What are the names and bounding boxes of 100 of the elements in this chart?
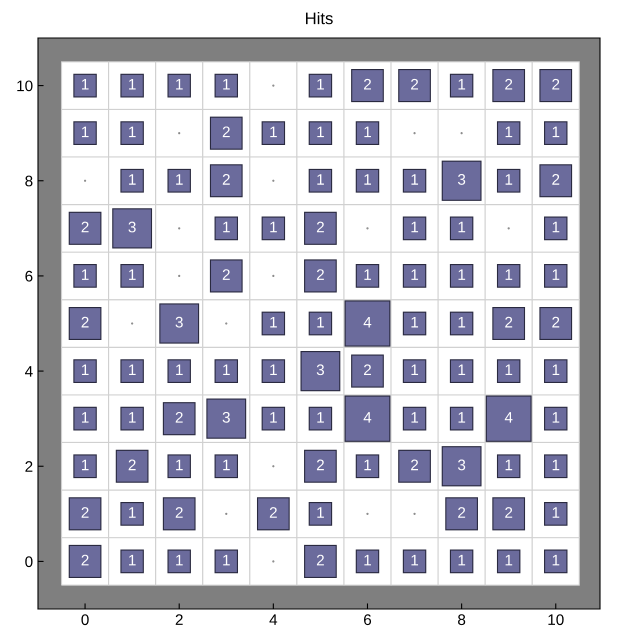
data-label: 1 bbox=[270, 364, 277, 376]
data-label: 2 bbox=[128, 460, 136, 470]
data-label: 2 bbox=[222, 174, 230, 185]
data-label: 1 bbox=[317, 412, 324, 423]
data-label: 2 bbox=[411, 460, 418, 470]
data-label: 1 bbox=[458, 412, 466, 423]
data-label: 1 bbox=[270, 126, 277, 138]
data-label: 4 bbox=[504, 412, 512, 423]
data-label: 1 bbox=[223, 364, 230, 376]
data-label: 1 bbox=[317, 126, 324, 138]
data-label: 2 bbox=[552, 78, 560, 90]
data-label: 1 bbox=[364, 269, 371, 280]
data-label: 1 bbox=[82, 269, 89, 280]
data-label: 2 bbox=[411, 78, 418, 90]
data-label: 1 bbox=[552, 222, 560, 232]
data-label: 1 bbox=[552, 126, 560, 138]
data-label: 1 bbox=[506, 364, 512, 376]
data-label: 2 bbox=[316, 554, 324, 566]
data-label: 2 bbox=[316, 222, 324, 232]
data-label: 1 bbox=[223, 79, 230, 90]
y-tick-label: 4 bbox=[24, 366, 33, 377]
data-label: 1 bbox=[129, 79, 136, 90]
data-label: 1 bbox=[506, 554, 512, 566]
data-label: 1 bbox=[317, 174, 324, 185]
x-tick-label: 0 bbox=[81, 614, 89, 626]
data-label: 1 bbox=[129, 364, 136, 376]
data-label: 3 bbox=[316, 364, 324, 376]
data-label: 2 bbox=[458, 507, 466, 518]
data-label: 2 bbox=[552, 174, 560, 185]
data-label: 4 bbox=[364, 316, 372, 328]
data-label: 1 bbox=[129, 174, 136, 185]
data-label: 1 bbox=[223, 554, 230, 566]
data-label: 1 bbox=[317, 507, 324, 518]
data-label: 2 bbox=[364, 78, 371, 90]
data-label: 1 bbox=[82, 460, 89, 470]
y-tick-label: 6 bbox=[25, 270, 32, 282]
data-label: 1 bbox=[411, 174, 418, 185]
data-label: 1 bbox=[129, 554, 136, 566]
data-label: 1 bbox=[223, 460, 230, 470]
data-label: 1 bbox=[458, 79, 466, 90]
data-label: 2 bbox=[316, 269, 324, 280]
data-label: 3 bbox=[222, 412, 230, 423]
data-label: 1 bbox=[176, 364, 183, 376]
data-label: 3 bbox=[176, 316, 183, 328]
y-tick-label: 8 bbox=[25, 176, 32, 186]
data-label: 1 bbox=[129, 507, 136, 518]
data-label: 1 bbox=[506, 126, 512, 138]
y-tick-label: 0 bbox=[25, 556, 33, 568]
data-label: 1 bbox=[411, 554, 418, 566]
data-label: 1 bbox=[270, 412, 277, 423]
data-label: 2 bbox=[222, 269, 230, 280]
data-label: 1 bbox=[176, 174, 183, 185]
data-label: 1 bbox=[82, 79, 89, 90]
data-label: 1 bbox=[552, 460, 560, 470]
data-label: 1 bbox=[176, 79, 183, 90]
x-tick-label: 10 bbox=[548, 614, 564, 626]
data-label: 1 bbox=[364, 126, 371, 138]
y-tick-label: 10 bbox=[17, 80, 33, 92]
data-label: 1 bbox=[552, 554, 560, 566]
data-label: 2 bbox=[505, 78, 512, 90]
data-label: 1 bbox=[552, 269, 560, 280]
x-tick-label: 2 bbox=[176, 614, 183, 625]
data-label: 1 bbox=[176, 554, 183, 566]
data-label: 1 bbox=[506, 269, 512, 280]
data-label: 2 bbox=[82, 554, 89, 566]
data-label: 2 bbox=[552, 316, 560, 328]
data-label: 1 bbox=[552, 364, 560, 376]
data-label: 1 bbox=[82, 364, 89, 376]
data-label: 2 bbox=[316, 460, 324, 470]
data-label: 1 bbox=[506, 174, 512, 185]
data-label: 2 bbox=[82, 316, 89, 328]
x-tick-label: 4 bbox=[269, 614, 278, 625]
data-label: 2 bbox=[82, 507, 89, 518]
x-tick-label: 6 bbox=[364, 614, 372, 626]
data-label: 1 bbox=[129, 126, 136, 138]
data-label: 1 bbox=[129, 269, 136, 280]
data-label: 3 bbox=[458, 174, 466, 185]
data-label: 1 bbox=[82, 126, 89, 138]
data-label: 1 bbox=[458, 554, 466, 566]
data-label: 1 bbox=[552, 412, 560, 423]
data-label: 1 bbox=[411, 412, 418, 423]
data-label: 1 bbox=[82, 412, 89, 423]
data-label: 1 bbox=[270, 316, 277, 328]
y-tick-label: 2 bbox=[25, 461, 32, 472]
data-label: 1 bbox=[317, 316, 324, 328]
data-label: 2 bbox=[176, 412, 183, 423]
data-label: 1 bbox=[411, 269, 418, 280]
data-label: 1 bbox=[129, 412, 136, 423]
chart-title: Hits bbox=[306, 12, 333, 24]
data-label: 1 bbox=[364, 174, 371, 185]
data-label: 1 bbox=[411, 364, 418, 376]
data-label: 1 bbox=[506, 460, 512, 470]
data-label: 1 bbox=[176, 460, 183, 470]
data-label: 2 bbox=[222, 126, 230, 138]
x-tick-label: 8 bbox=[458, 614, 466, 626]
data-label: 1 bbox=[317, 79, 324, 90]
data-label: 1 bbox=[458, 364, 466, 376]
data-label: 2 bbox=[505, 507, 512, 518]
data-label: 4 bbox=[364, 412, 372, 423]
data-label: 1 bbox=[458, 222, 466, 232]
